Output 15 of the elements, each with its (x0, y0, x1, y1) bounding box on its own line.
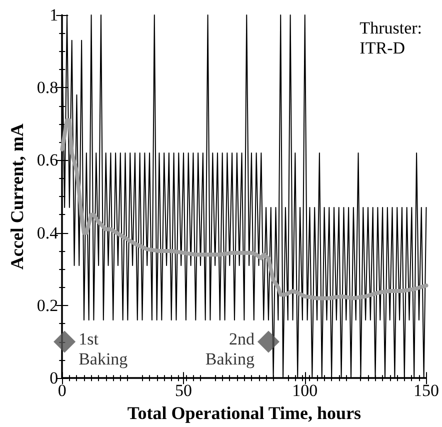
y-tick-label: 0.8 (36, 78, 58, 98)
annotation: Thruster: ITR-D (360, 18, 422, 58)
annotation: 1st Baking (78, 330, 128, 369)
y-tick-label: 1 (50, 6, 58, 24)
x-tick-label: 50 (175, 381, 192, 400)
x-tick-label: 150 (414, 381, 439, 400)
y-tick-label: 0.6 (36, 150, 58, 170)
line-series (60, 118, 428, 300)
annotation: 2nd Baking (205, 330, 255, 369)
y-tick-label: 0.4 (36, 223, 59, 242)
y-axis-title: Accel Current, mA (7, 123, 27, 270)
y-tick-label: 0.2 (36, 296, 58, 315)
y-tick-label: 0 (50, 368, 58, 388)
x-tick-label: 100 (292, 381, 318, 400)
x-axis-title: Total Operational Time, hours (127, 403, 362, 423)
